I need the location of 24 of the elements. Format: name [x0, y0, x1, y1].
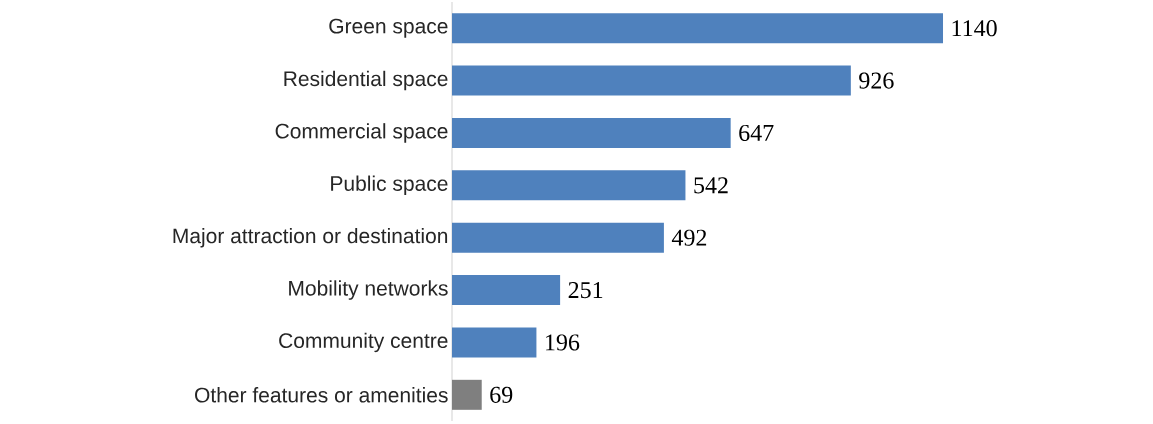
- y-tick-label: Public space: [331, 175, 448, 196]
- data-label: 926: [859, 72, 894, 89]
- y-tick-label: Mobility networks: [289, 280, 448, 300]
- y-tick-label: Green space: [329, 18, 448, 38]
- bar: [452, 13, 944, 44]
- y-tick-label: Major attraction or destination: [173, 227, 448, 248]
- bar: [452, 222, 664, 253]
- bar: [452, 379, 482, 410]
- bar: [452, 170, 686, 201]
- data-label: 251: [568, 282, 603, 299]
- bar: [452, 65, 851, 96]
- data-label: 196: [546, 334, 580, 351]
- data-label: 647: [739, 124, 774, 141]
- data-label: 69: [490, 386, 513, 403]
- bar: [452, 275, 561, 306]
- data-label: 1140: [952, 20, 997, 37]
- bar: [452, 327, 537, 358]
- y-tick-label: Residential space: [284, 70, 448, 91]
- data-label: 492: [671, 229, 707, 246]
- y-tick-label: Commercial space: [275, 123, 448, 143]
- y-tick-label: Other features or amenities: [195, 387, 448, 403]
- data-label: 542: [694, 177, 728, 194]
- y-tick-label: Community centre: [279, 332, 448, 353]
- bar: [452, 117, 731, 148]
